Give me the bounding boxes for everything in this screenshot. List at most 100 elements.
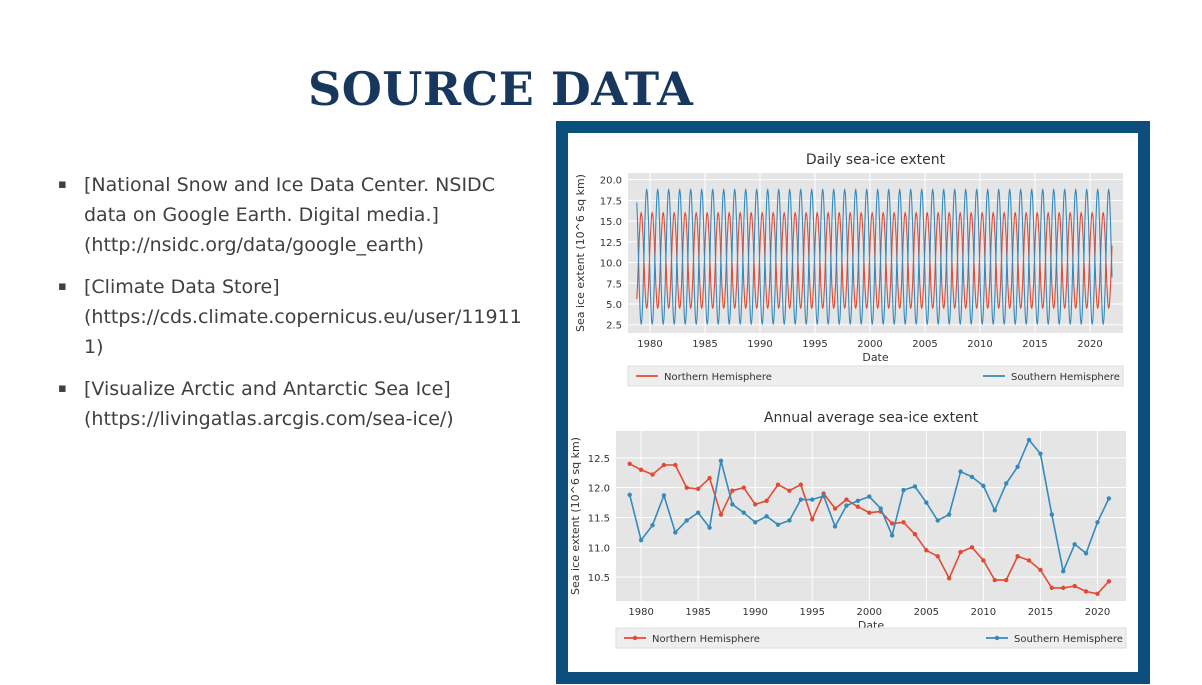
x-tick-label: 1980 <box>637 339 662 350</box>
legend-label: Southern Hemisphere <box>1014 634 1123 645</box>
bullet-icon: ▪ <box>58 381 67 396</box>
data-point <box>752 502 758 507</box>
data-point <box>695 510 701 515</box>
legend-marker <box>632 635 638 641</box>
data-point <box>946 576 952 581</box>
figure-frame: Daily sea-ice extent 1980 1985 1990 1995 2000… <box>556 121 1150 684</box>
data-point <box>638 467 644 472</box>
x-tick-label: 2005 <box>912 339 937 350</box>
y-tick-label: 5.0 <box>606 300 622 311</box>
data-point <box>661 462 667 468</box>
data-point <box>787 518 792 523</box>
data-point <box>730 502 735 507</box>
x-tick-label: 2020 <box>1085 607 1110 618</box>
data-point <box>684 485 689 490</box>
x-tick-label: 2010 <box>971 607 996 618</box>
data-point <box>992 508 997 513</box>
data-point <box>924 548 929 553</box>
data-point <box>992 577 997 583</box>
data-point <box>650 523 655 528</box>
data-point <box>730 488 735 493</box>
data-point <box>1106 579 1112 584</box>
data-point <box>889 521 895 526</box>
data-point <box>1004 481 1009 486</box>
data-point <box>707 475 712 481</box>
data-point <box>1095 520 1100 525</box>
y-tick-label: 11.5 <box>588 513 610 524</box>
legend-box <box>615 627 1127 649</box>
reference-item: ▪ [National Snow and Ice Data Center. NS… <box>58 170 528 260</box>
data-point <box>787 488 792 493</box>
data-point <box>832 524 838 529</box>
data-point <box>1015 554 1020 559</box>
legend-label: Northern Hemisphere <box>664 372 772 383</box>
data-point <box>958 469 963 474</box>
data-point <box>707 525 712 530</box>
data-point <box>981 558 986 563</box>
legend-marker <box>994 635 1000 641</box>
slide-title: SOURCE DATA <box>308 62 694 116</box>
data-point <box>810 497 815 502</box>
sea-ice-charts: Daily sea-ice extent 1980 1985 1990 1995 2000… <box>569 152 1127 649</box>
data-point <box>912 484 918 489</box>
data-point <box>718 512 724 517</box>
data-point <box>1095 591 1100 597</box>
data-point <box>924 500 929 505</box>
data-point <box>958 549 963 555</box>
x-tick-label: 1985 <box>692 339 717 350</box>
reference-text[interactable]: [Climate Data Store](https://cds.climate… <box>84 276 522 358</box>
data-point <box>1083 551 1089 556</box>
chart-title: Daily sea-ice extent <box>806 152 946 168</box>
data-point <box>1072 542 1077 547</box>
data-point <box>684 518 689 523</box>
data-point <box>855 498 861 503</box>
data-point <box>901 487 906 493</box>
x-tick-label: 2000 <box>857 339 882 350</box>
y-axis-label: Sea ice extent (10^6 sq km) <box>574 174 587 332</box>
y-tick-label: 12.5 <box>600 238 622 249</box>
data-point <box>935 518 940 523</box>
data-point <box>741 510 746 515</box>
x-tick-label: 2000 <box>857 607 882 618</box>
data-point <box>1106 496 1112 501</box>
bullet-icon: ▪ <box>58 177 67 192</box>
x-tick-label: 1980 <box>628 607 653 618</box>
data-point <box>661 493 667 498</box>
data-point <box>946 512 952 517</box>
data-point <box>1049 585 1055 591</box>
data-point <box>718 458 724 464</box>
data-point <box>969 474 975 480</box>
data-point <box>775 522 781 527</box>
data-point <box>1061 585 1066 591</box>
data-point <box>752 520 758 525</box>
data-point <box>741 485 746 490</box>
data-point <box>1061 568 1066 574</box>
data-point <box>912 531 918 537</box>
y-tick-label: 15.0 <box>600 217 622 228</box>
data-point <box>844 503 849 508</box>
data-point <box>798 482 804 487</box>
data-point <box>878 506 883 511</box>
x-tick-label: 2015 <box>1022 339 1047 350</box>
data-point <box>867 510 872 515</box>
x-tick-label: 2005 <box>914 607 939 618</box>
data-point <box>1083 589 1089 594</box>
reference-item: ▪ [Climate Data Store](https://cds.clima… <box>58 272 528 362</box>
data-point <box>832 506 838 511</box>
x-tick-label: 1995 <box>800 607 825 618</box>
x-tick-label: 2010 <box>967 339 992 350</box>
x-tick-label: 1990 <box>742 607 767 618</box>
x-tick-label: 2020 <box>1077 339 1102 350</box>
data-point <box>764 514 769 519</box>
data-point <box>901 520 906 525</box>
data-point <box>695 486 701 492</box>
legend-label: Northern Hemisphere <box>652 634 760 645</box>
y-tick-label: 17.5 <box>600 196 622 207</box>
data-point <box>798 497 804 502</box>
x-tick-label: 1990 <box>747 339 772 350</box>
reference-text[interactable]: [National Snow and Ice Data Center. NSID… <box>84 174 495 256</box>
reference-text[interactable]: [Visualize Arctic and Antarctic Sea Ice]… <box>84 378 454 430</box>
data-point <box>1004 577 1009 583</box>
figure-panel: Daily sea-ice extent 1980 1985 1990 1995 2000… <box>568 133 1138 672</box>
series-line <box>636 211 1113 310</box>
